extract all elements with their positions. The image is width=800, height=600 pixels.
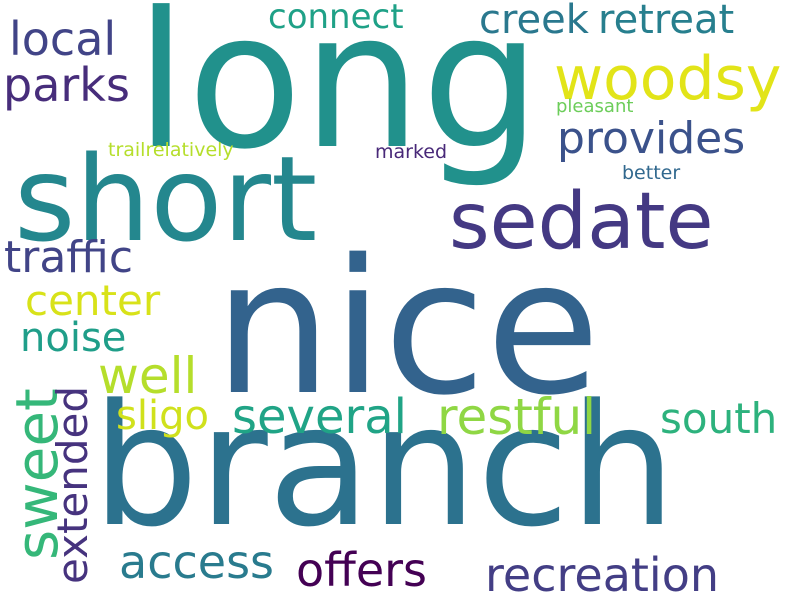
word-short: short (14, 130, 318, 268)
word-pleasant: pleasant (556, 96, 634, 117)
word-long: long (135, 0, 541, 191)
word-south: south (660, 394, 778, 443)
word-retreat: retreat (598, 0, 735, 43)
word-creek: creek (479, 0, 589, 43)
word-traffic: traffic (4, 232, 134, 283)
word-provides: provides (557, 113, 746, 164)
word-recreation: recreation (485, 548, 719, 600)
word-several: several (232, 389, 407, 445)
word-branch: branch (92, 368, 676, 564)
word-noise: noise (20, 315, 127, 361)
word-woodsy: woodsy (554, 44, 782, 114)
word-restful: restful (437, 388, 597, 446)
word-local: local (9, 12, 117, 66)
word-sligo: sligo (116, 393, 209, 439)
word-offers: offers (296, 543, 428, 597)
word-well: well (98, 347, 198, 405)
word-extended: extended (48, 385, 97, 584)
word-sedate: sedate (449, 177, 714, 267)
word-better: better (622, 162, 681, 184)
word-nice: nice (214, 219, 601, 436)
word-access: access (119, 535, 275, 589)
word-trailrelatively: trailrelatively (108, 139, 234, 161)
word-center: center (25, 276, 161, 325)
word-parks: parks (3, 58, 130, 112)
word-marked: marked (375, 141, 448, 163)
word-connect: connect (268, 0, 404, 37)
